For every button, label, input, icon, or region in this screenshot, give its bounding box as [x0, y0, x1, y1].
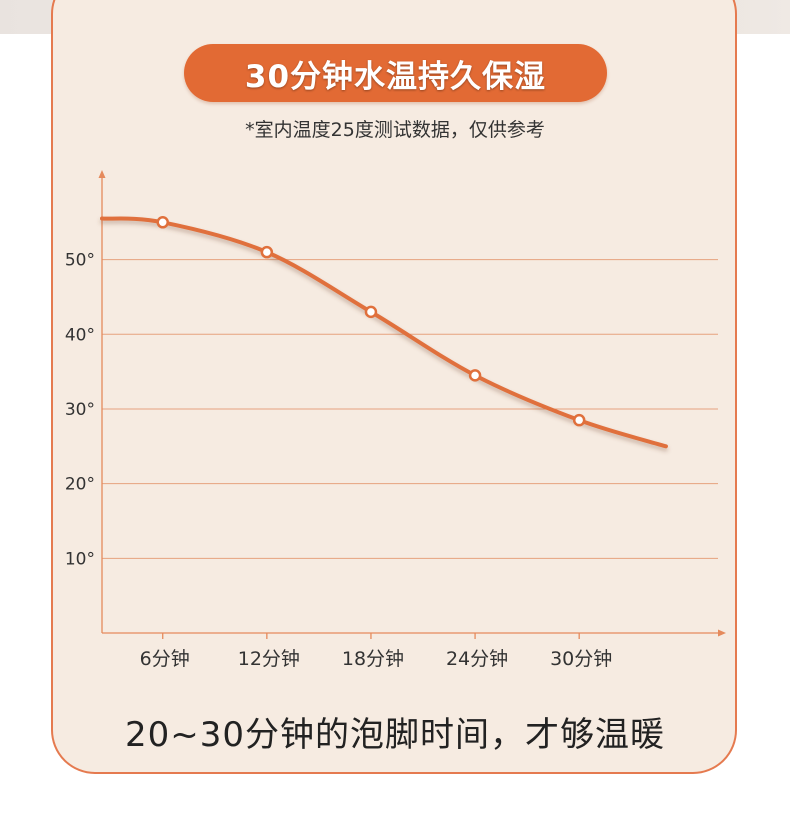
y-tick-label: 40°: [65, 325, 95, 345]
temperature-curve: [100, 216, 668, 449]
info-card: [51, 0, 737, 774]
x-tick-label: 6分钟: [140, 648, 190, 670]
x-tick-label: 12分钟: [238, 648, 300, 670]
x-tick-label: 18分钟: [342, 648, 404, 670]
y-tick-label: 20°: [65, 475, 95, 495]
test-note: *室内温度25度测试数据，仅供参考: [245, 119, 545, 141]
title-banner: 30分钟水温持久保湿: [184, 44, 607, 102]
x-axis-arrow: [718, 629, 726, 637]
data-point-12分钟: [260, 245, 274, 259]
data-point-6分钟: [156, 216, 169, 229]
x-tick-label: 30分钟: [550, 648, 612, 670]
y-axis-arrow: [98, 170, 106, 178]
y-tick-label: 50°: [65, 251, 95, 271]
page-title: 30分钟水温持久保湿: [244, 58, 547, 95]
x-tick-label: 24分钟: [446, 648, 508, 670]
y-tick-label: 10°: [65, 549, 95, 569]
data-point-24分钟: [468, 369, 482, 382]
data-point-18分钟: [364, 305, 378, 319]
data-point-30分钟: [572, 413, 586, 427]
bottom-caption: 20~30分钟的泡脚时间，才够温暖: [124, 715, 665, 755]
y-tick-label: 30°: [65, 400, 95, 420]
